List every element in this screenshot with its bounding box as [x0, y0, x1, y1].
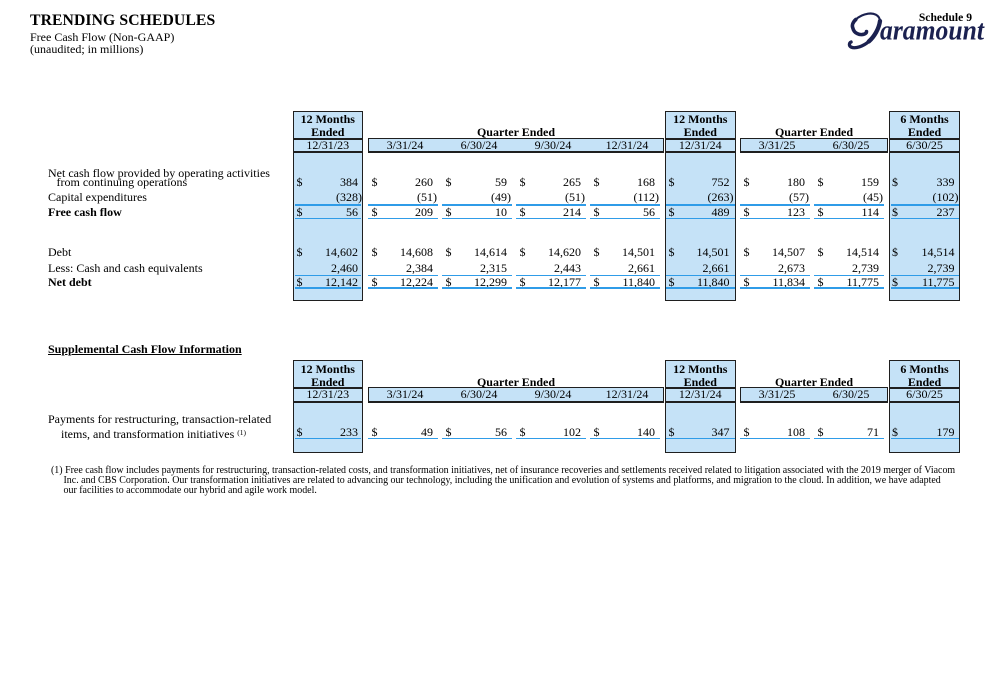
svg-text:aramount: aramount: [880, 15, 985, 47]
